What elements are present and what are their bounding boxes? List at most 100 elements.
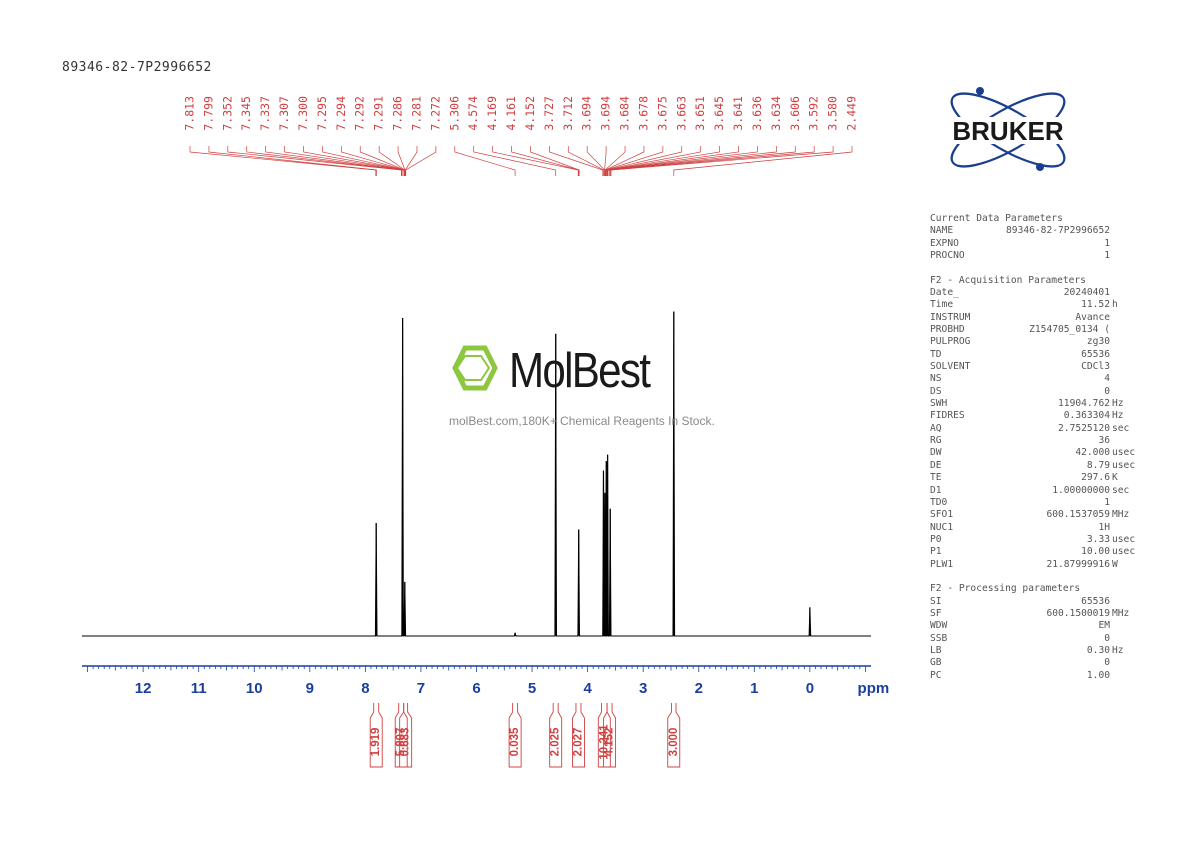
peak-label: 7.292 [353, 96, 367, 131]
peak-label-leader [454, 146, 516, 176]
parameter-row: FIDRES 0.363304 Hz [930, 410, 1140, 422]
integral-value: 4.152 [604, 728, 616, 757]
parameter-unit: Hz [1112, 644, 1124, 656]
peak-label: 2.449 [845, 96, 859, 131]
parameter-name: P1 [930, 546, 942, 558]
integral-value: 2.027 [572, 728, 584, 757]
integral-value: 1.919 [370, 728, 382, 757]
integral-bracket [369, 703, 383, 768]
peak-label: 3.675 [655, 96, 669, 131]
parameter-name: FIDRES [930, 410, 965, 422]
parameter-value: CDCl3 [1081, 361, 1110, 373]
integral-bracket [572, 703, 585, 768]
processing-parameters-heading: F2 - Processing parameters [930, 583, 1081, 595]
parameter-row: PC 1.00 [930, 670, 1140, 682]
parameter-unit: h [1112, 299, 1118, 311]
parameter-value: 8.79 [1086, 459, 1110, 471]
watermark-tagline: molBest.com,180K+ Chemical Reagents In S… [449, 414, 715, 428]
parameter-name: DW [930, 447, 942, 459]
parameter-name: GB [930, 657, 942, 669]
parameter-name: D1 [930, 484, 942, 496]
parameter-row: SWH 11904.762 Hz [930, 398, 1140, 410]
parameter-unit [1110, 287, 1140, 299]
parameter-name: EXPNO [930, 237, 959, 249]
peak-label: 3.684 [618, 96, 632, 131]
peak-label: 3.636 [750, 96, 764, 131]
parameter-row: SSB 0 [930, 633, 1140, 645]
parameter-value: 600.1537059 [1046, 509, 1110, 521]
parameter-value: 0.30 [1086, 644, 1110, 656]
peak-label: 3.663 [674, 96, 688, 131]
peak-label-leader [284, 146, 405, 176]
parameter-value: 1 [1104, 237, 1110, 249]
parameter-name: SFO1 [930, 509, 954, 521]
parameter-name: SI [930, 595, 942, 607]
peak-label-leader [246, 146, 403, 176]
integral-value: 0.683 [400, 728, 412, 757]
peak-label-leader [492, 146, 579, 176]
parameter-unit [1110, 336, 1140, 348]
x-tick-label: 9 [306, 680, 314, 697]
parameter-name: NUC1 [930, 521, 954, 533]
parameter-unit [1110, 497, 1140, 509]
parameter-row: TE 297.6 K [930, 472, 1140, 484]
parameter-value: 42.000 [1075, 447, 1110, 459]
bruker-logo-text: BRUKER [952, 116, 1063, 146]
parameter-value: 297.6 [1081, 472, 1110, 484]
x-tick-label: 11 [191, 680, 207, 697]
peak-label-leader [208, 146, 377, 176]
peak-label-leader [189, 146, 377, 176]
parameter-row: SOLVENT CDCl3 [930, 361, 1140, 373]
peak-label-leader [530, 146, 580, 176]
parameter-unit [1110, 225, 1140, 237]
peak-label: 3.727 [542, 96, 556, 131]
parameter-unit: K [1112, 472, 1118, 484]
peak-label-leader [610, 146, 834, 176]
parameter-row: DW 42.000 usec [930, 447, 1140, 459]
peak-label-leader [609, 146, 815, 176]
peak-label: 7.295 [315, 96, 329, 131]
parameter-row: NUC1 1H [930, 522, 1140, 534]
parameter-row: AQ 2.7525120 sec [930, 423, 1140, 435]
peak-label-leader [605, 146, 664, 176]
parameter-row: WDW EM [930, 620, 1140, 632]
integral-bracket [549, 703, 563, 768]
peak-label: 4.152 [523, 96, 537, 131]
parameter-name: SWH [930, 398, 948, 410]
peak-label-leader [606, 146, 683, 176]
parameter-value: EM [1098, 620, 1110, 632]
peak-label: 7.286 [391, 96, 405, 131]
parameter-value: 1 [1104, 250, 1110, 262]
x-tick-label: 10 [246, 680, 263, 697]
peak-label: 7.345 [239, 96, 253, 131]
parameter-name: TD0 [930, 496, 948, 508]
parameter-unit [1110, 620, 1140, 632]
parameter-name: Time [930, 299, 954, 311]
peak-label: 3.606 [788, 96, 802, 131]
parameter-unit [1110, 361, 1140, 373]
parameter-unit [1110, 596, 1140, 608]
parameter-row: PROCNO 1 [930, 250, 1140, 262]
parameter-row: RG 36 [930, 435, 1140, 447]
peak-label: 7.307 [277, 96, 291, 131]
parameter-name: P0 [930, 533, 942, 545]
parameter-unit [1110, 373, 1140, 385]
parameter-name: SSB [930, 632, 948, 644]
parameter-unit [1110, 250, 1140, 262]
parameter-value: 65536 [1081, 595, 1110, 607]
peak-label-leader [303, 146, 405, 176]
parameter-unit [1110, 633, 1140, 645]
parameter-unit [1110, 670, 1140, 682]
parameter-unit [1110, 238, 1140, 250]
peak-label-leader [607, 146, 777, 176]
parameter-value: 4 [1104, 373, 1110, 385]
peak-label: 7.352 [220, 96, 234, 131]
peak-label: 7.337 [258, 96, 272, 131]
peak-label-leader [340, 146, 405, 176]
parameter-name: DS [930, 385, 942, 397]
integral-bracket [508, 703, 522, 768]
peak-label-leader [567, 146, 604, 176]
parameter-row: P0 3.33 usec [930, 534, 1140, 546]
parameter-unit [1110, 435, 1140, 447]
peak-label: 7.799 [201, 96, 215, 131]
